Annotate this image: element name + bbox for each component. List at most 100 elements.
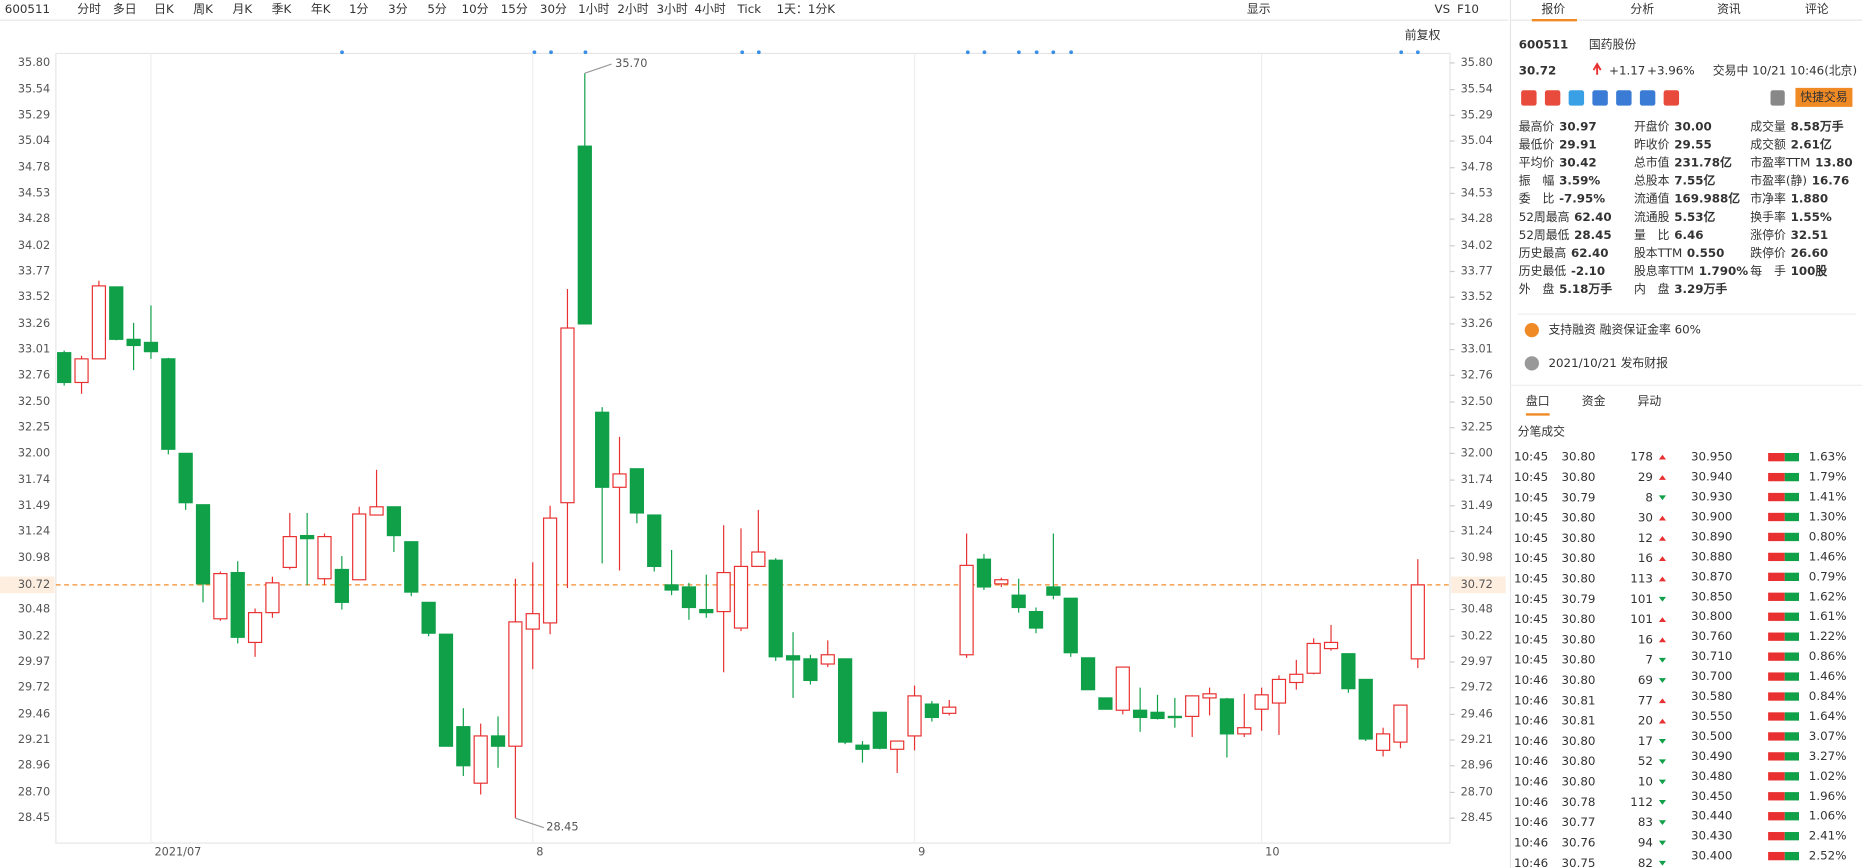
- candle-body: [143, 341, 159, 353]
- stat-value: 2.61亿: [1791, 138, 1832, 152]
- candle-body: [1358, 678, 1373, 740]
- book-pct: 1.96%: [1809, 789, 1847, 803]
- period-tab[interactable]: 季K: [272, 2, 293, 16]
- y-tick-label: 33.01: [18, 343, 50, 356]
- trade-price: 30.76: [1562, 835, 1596, 849]
- y-tick-label: 35.29: [18, 108, 50, 121]
- candle-body: [647, 514, 662, 567]
- book-bar-sell: [1768, 492, 1785, 502]
- book-bar-buy: [1784, 592, 1799, 601]
- sub-tab[interactable]: 资金: [1582, 394, 1606, 408]
- period-tab[interactable]: Tick: [737, 2, 762, 16]
- candle-body: [803, 658, 818, 682]
- trade-price: 30.80: [1562, 673, 1596, 687]
- trade-button[interactable]: [1795, 87, 1853, 107]
- notice: 2021/10/21 发布财报: [1548, 356, 1668, 370]
- book-bar-sell: [1768, 592, 1785, 601]
- period-tab[interactable]: 分时: [77, 2, 101, 16]
- display-menu[interactable]: 显示: [1247, 2, 1271, 16]
- stat-value: 5.53亿: [1674, 210, 1715, 224]
- separator: [1517, 313, 1856, 315]
- book-bar-sell: [1768, 812, 1785, 821]
- candle-body: [751, 551, 766, 567]
- y-tick-label: 30.98: [18, 551, 50, 564]
- panel-tab[interactable]: 资讯: [1717, 2, 1741, 16]
- candle-body: [560, 327, 575, 504]
- trade-price: 30.80: [1562, 612, 1596, 626]
- y-tick-label: 30.48: [18, 603, 50, 616]
- last-price: 30.72: [1519, 64, 1557, 78]
- stat-label: 委 比: [1519, 192, 1555, 206]
- book-price: 30.940: [1691, 470, 1732, 484]
- y-tick-label: 30.22: [18, 629, 50, 642]
- stat-value: 29.55: [1674, 138, 1712, 152]
- sub-tab[interactable]: 异动: [1638, 394, 1662, 408]
- trade-button-label[interactable]: 快捷交易: [1800, 90, 1847, 104]
- book-price: 30.440: [1691, 809, 1732, 823]
- candle-body: [768, 559, 783, 658]
- period-tab[interactable]: 年K: [311, 2, 332, 16]
- period-tab[interactable]: 3小时: [657, 2, 688, 16]
- period-tab[interactable]: 5分: [427, 2, 447, 16]
- trade-direction-icon: [1658, 739, 1667, 744]
- vs-button[interactable]: VS: [1434, 2, 1450, 16]
- trade-time: 10:46: [1514, 856, 1548, 868]
- period-tab[interactable]: 10分: [462, 2, 489, 16]
- period-tab[interactable]: 3分: [388, 2, 408, 16]
- book-price: 30.500: [1691, 729, 1732, 743]
- y-tick-label-right: 28.70: [1461, 785, 1493, 798]
- stat-label: 外 盘: [1519, 282, 1555, 296]
- book-bar-sell: [1768, 632, 1785, 641]
- panel-tab[interactable]: 评论: [1805, 2, 1829, 16]
- book-price: 30.430: [1691, 829, 1732, 843]
- stat-value: 1.880: [1791, 192, 1829, 206]
- period-tab[interactable]: 月K: [232, 2, 253, 16]
- trade-direction-icon: [1658, 556, 1667, 562]
- period-tab[interactable]: 30分: [540, 2, 567, 16]
- trade-volume: 16: [1638, 632, 1653, 646]
- candle-body: [1133, 709, 1148, 719]
- y-tick-label-right: 32.00: [1461, 446, 1493, 459]
- y-tick-label: 28.70: [18, 785, 50, 798]
- f10-button[interactable]: F10: [1457, 2, 1479, 16]
- trade-direction-icon: [1658, 799, 1667, 805]
- period-tab[interactable]: 1分: [349, 2, 369, 16]
- stat-value: 30.97: [1559, 120, 1597, 134]
- candle-body: [126, 338, 141, 347]
- book-bar-sell: [1768, 832, 1785, 841]
- y-tick-label-right: 32.76: [1461, 368, 1493, 381]
- period-tab[interactable]: 1小时: [578, 2, 609, 16]
- y-tick-label-right: 34.78: [1461, 161, 1493, 174]
- panel-tab[interactable]: 报价: [1541, 2, 1565, 16]
- candle-body: [1341, 653, 1356, 690]
- candle-body: [317, 536, 332, 580]
- book-price: 30.760: [1691, 629, 1732, 643]
- trade-price: 30.78: [1562, 795, 1596, 809]
- last-price-tag: [0, 576, 55, 594]
- panel-tab[interactable]: 分析: [1630, 2, 1654, 16]
- stat-label: 52周最高: [1519, 210, 1570, 224]
- trade-price: 30.81: [1562, 693, 1596, 707]
- period-tab[interactable]: 日K: [154, 2, 175, 16]
- stat-value: -2.10: [1571, 264, 1605, 278]
- book-bar-sell: [1768, 772, 1785, 781]
- last-price-label: 30.72: [18, 578, 50, 591]
- period-tab[interactable]: 周K: [193, 2, 214, 16]
- period-tab[interactable]: 4小时: [695, 2, 726, 16]
- adjust-label[interactable]: 前复权: [1405, 28, 1441, 42]
- range-select[interactable]: 1天：1分K: [777, 2, 837, 16]
- period-tab[interactable]: 15分: [501, 2, 528, 16]
- period-tab[interactable]: 多日: [113, 2, 137, 16]
- x-tick-label: 2021/07: [155, 846, 202, 859]
- period-tab[interactable]: 2小时: [617, 2, 648, 16]
- candle-body: [942, 706, 957, 714]
- trade-volume: 16: [1638, 551, 1653, 565]
- candle-body: [820, 654, 835, 665]
- y-tick-label: 31.49: [18, 499, 50, 512]
- book-pct: 1.22%: [1809, 629, 1847, 643]
- book-bar-buy: [1784, 512, 1799, 522]
- sub-tab[interactable]: 盘口: [1526, 394, 1550, 408]
- y-tick-label-right: 32.50: [1461, 395, 1493, 408]
- book-price: 30.890: [1691, 529, 1732, 543]
